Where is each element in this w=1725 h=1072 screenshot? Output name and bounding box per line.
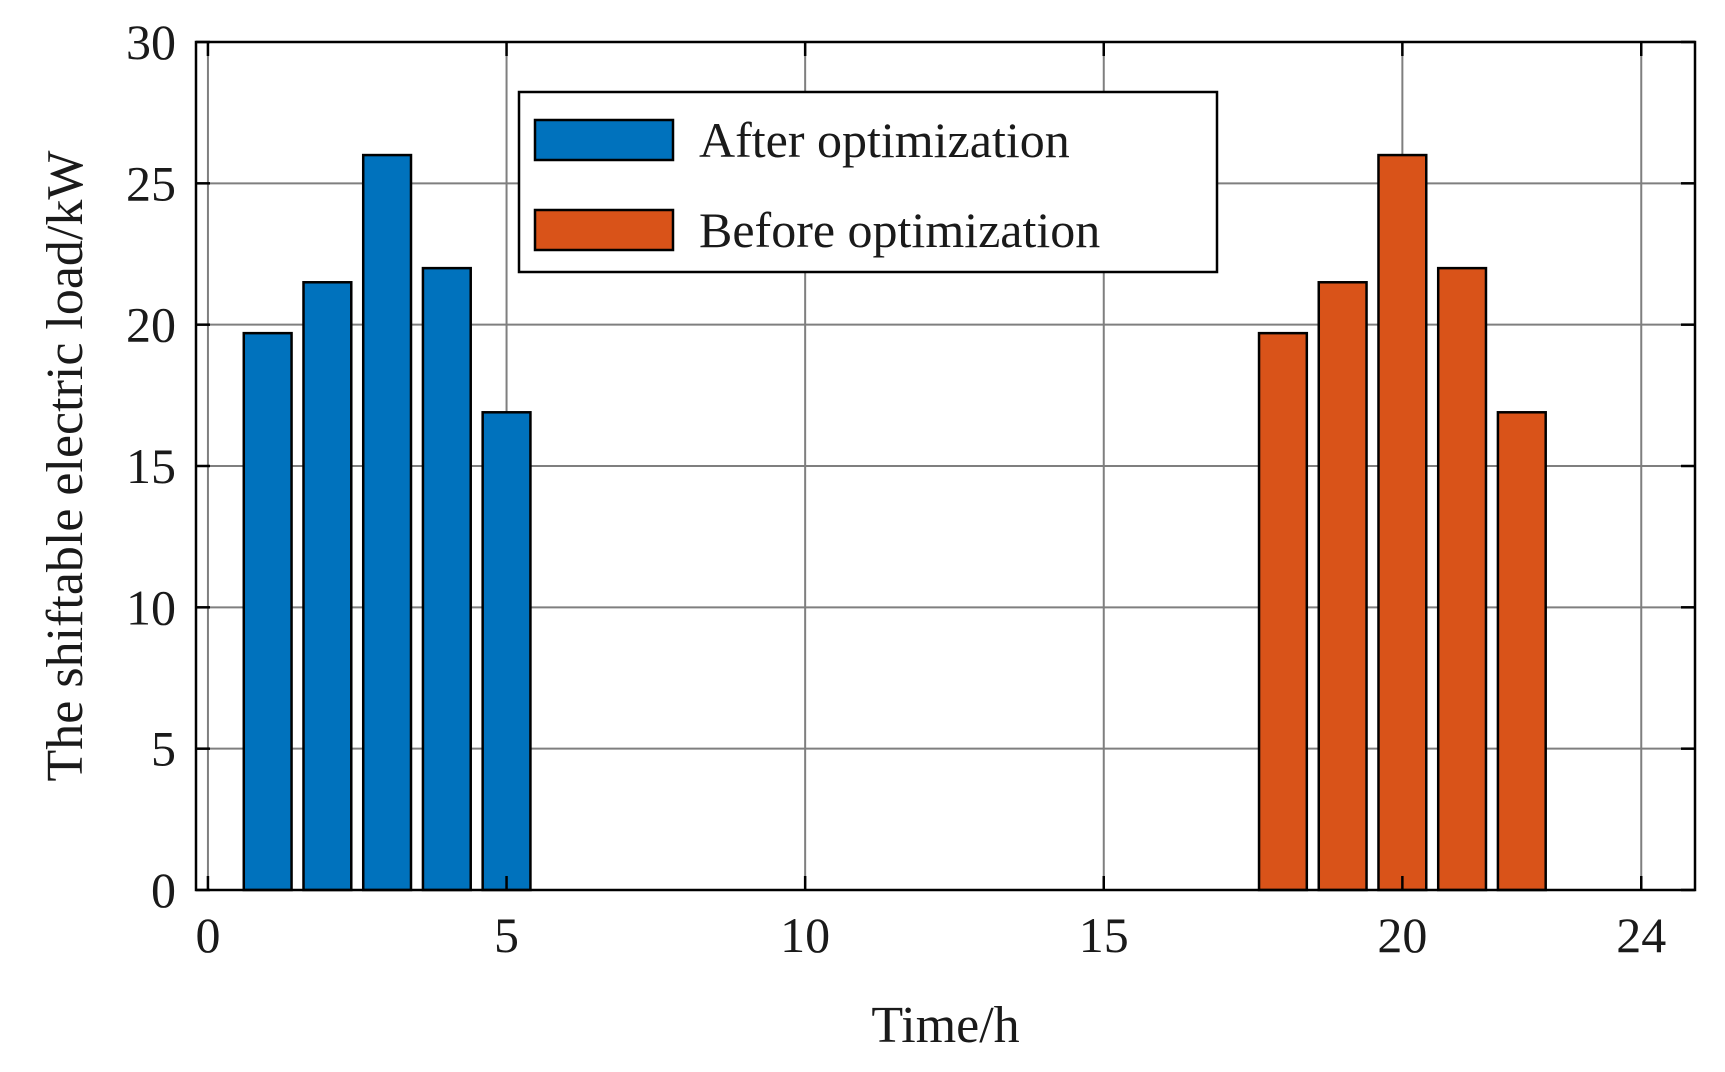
bar-before-22 [1496, 411, 1547, 892]
y-tick-label: 0 [151, 862, 176, 918]
x-tick-label: 10 [780, 907, 830, 963]
x-axis-label: Time/h [871, 997, 1019, 1054]
y-tick-label: 15 [126, 438, 176, 494]
y-tick-label: 5 [151, 721, 176, 777]
bar-before-20 [1377, 153, 1428, 892]
x-tick-label: 20 [1377, 907, 1427, 963]
bars [242, 153, 1547, 892]
y-tick-label: 30 [126, 14, 176, 70]
y-tick-label: 20 [126, 297, 176, 353]
x-tick-label: 0 [195, 907, 220, 963]
bar-before-21 [1436, 266, 1488, 892]
y-tick-label: 25 [126, 155, 176, 211]
legend-swatch-before [533, 208, 675, 252]
bar-after-1 [242, 331, 293, 892]
legend-swatch-after [533, 118, 675, 162]
bar-after-4 [421, 266, 472, 892]
bar-after-5 [481, 411, 532, 892]
tick-labels: 0 5 10 15 20 24 0 5 10 15 20 25 30 [126, 14, 1666, 963]
bar-before-18 [1257, 331, 1309, 892]
y-axis-label: The shiftable electric load/kW [37, 151, 94, 782]
legend: After optimization Before optimization [517, 90, 1219, 274]
ticks [196, 40, 1695, 892]
bar-after-3 [361, 153, 413, 892]
x-tick-label: 5 [494, 907, 519, 963]
bar-before-19 [1317, 281, 1368, 892]
legend-label-after: After optimization [699, 112, 1070, 168]
x-tick-label: 15 [1079, 907, 1129, 963]
bar-after-2 [302, 281, 353, 892]
y-tick-label: 10 [126, 579, 176, 635]
x-tick-label: 24 [1616, 907, 1666, 963]
legend-label-before: Before optimization [699, 202, 1100, 258]
